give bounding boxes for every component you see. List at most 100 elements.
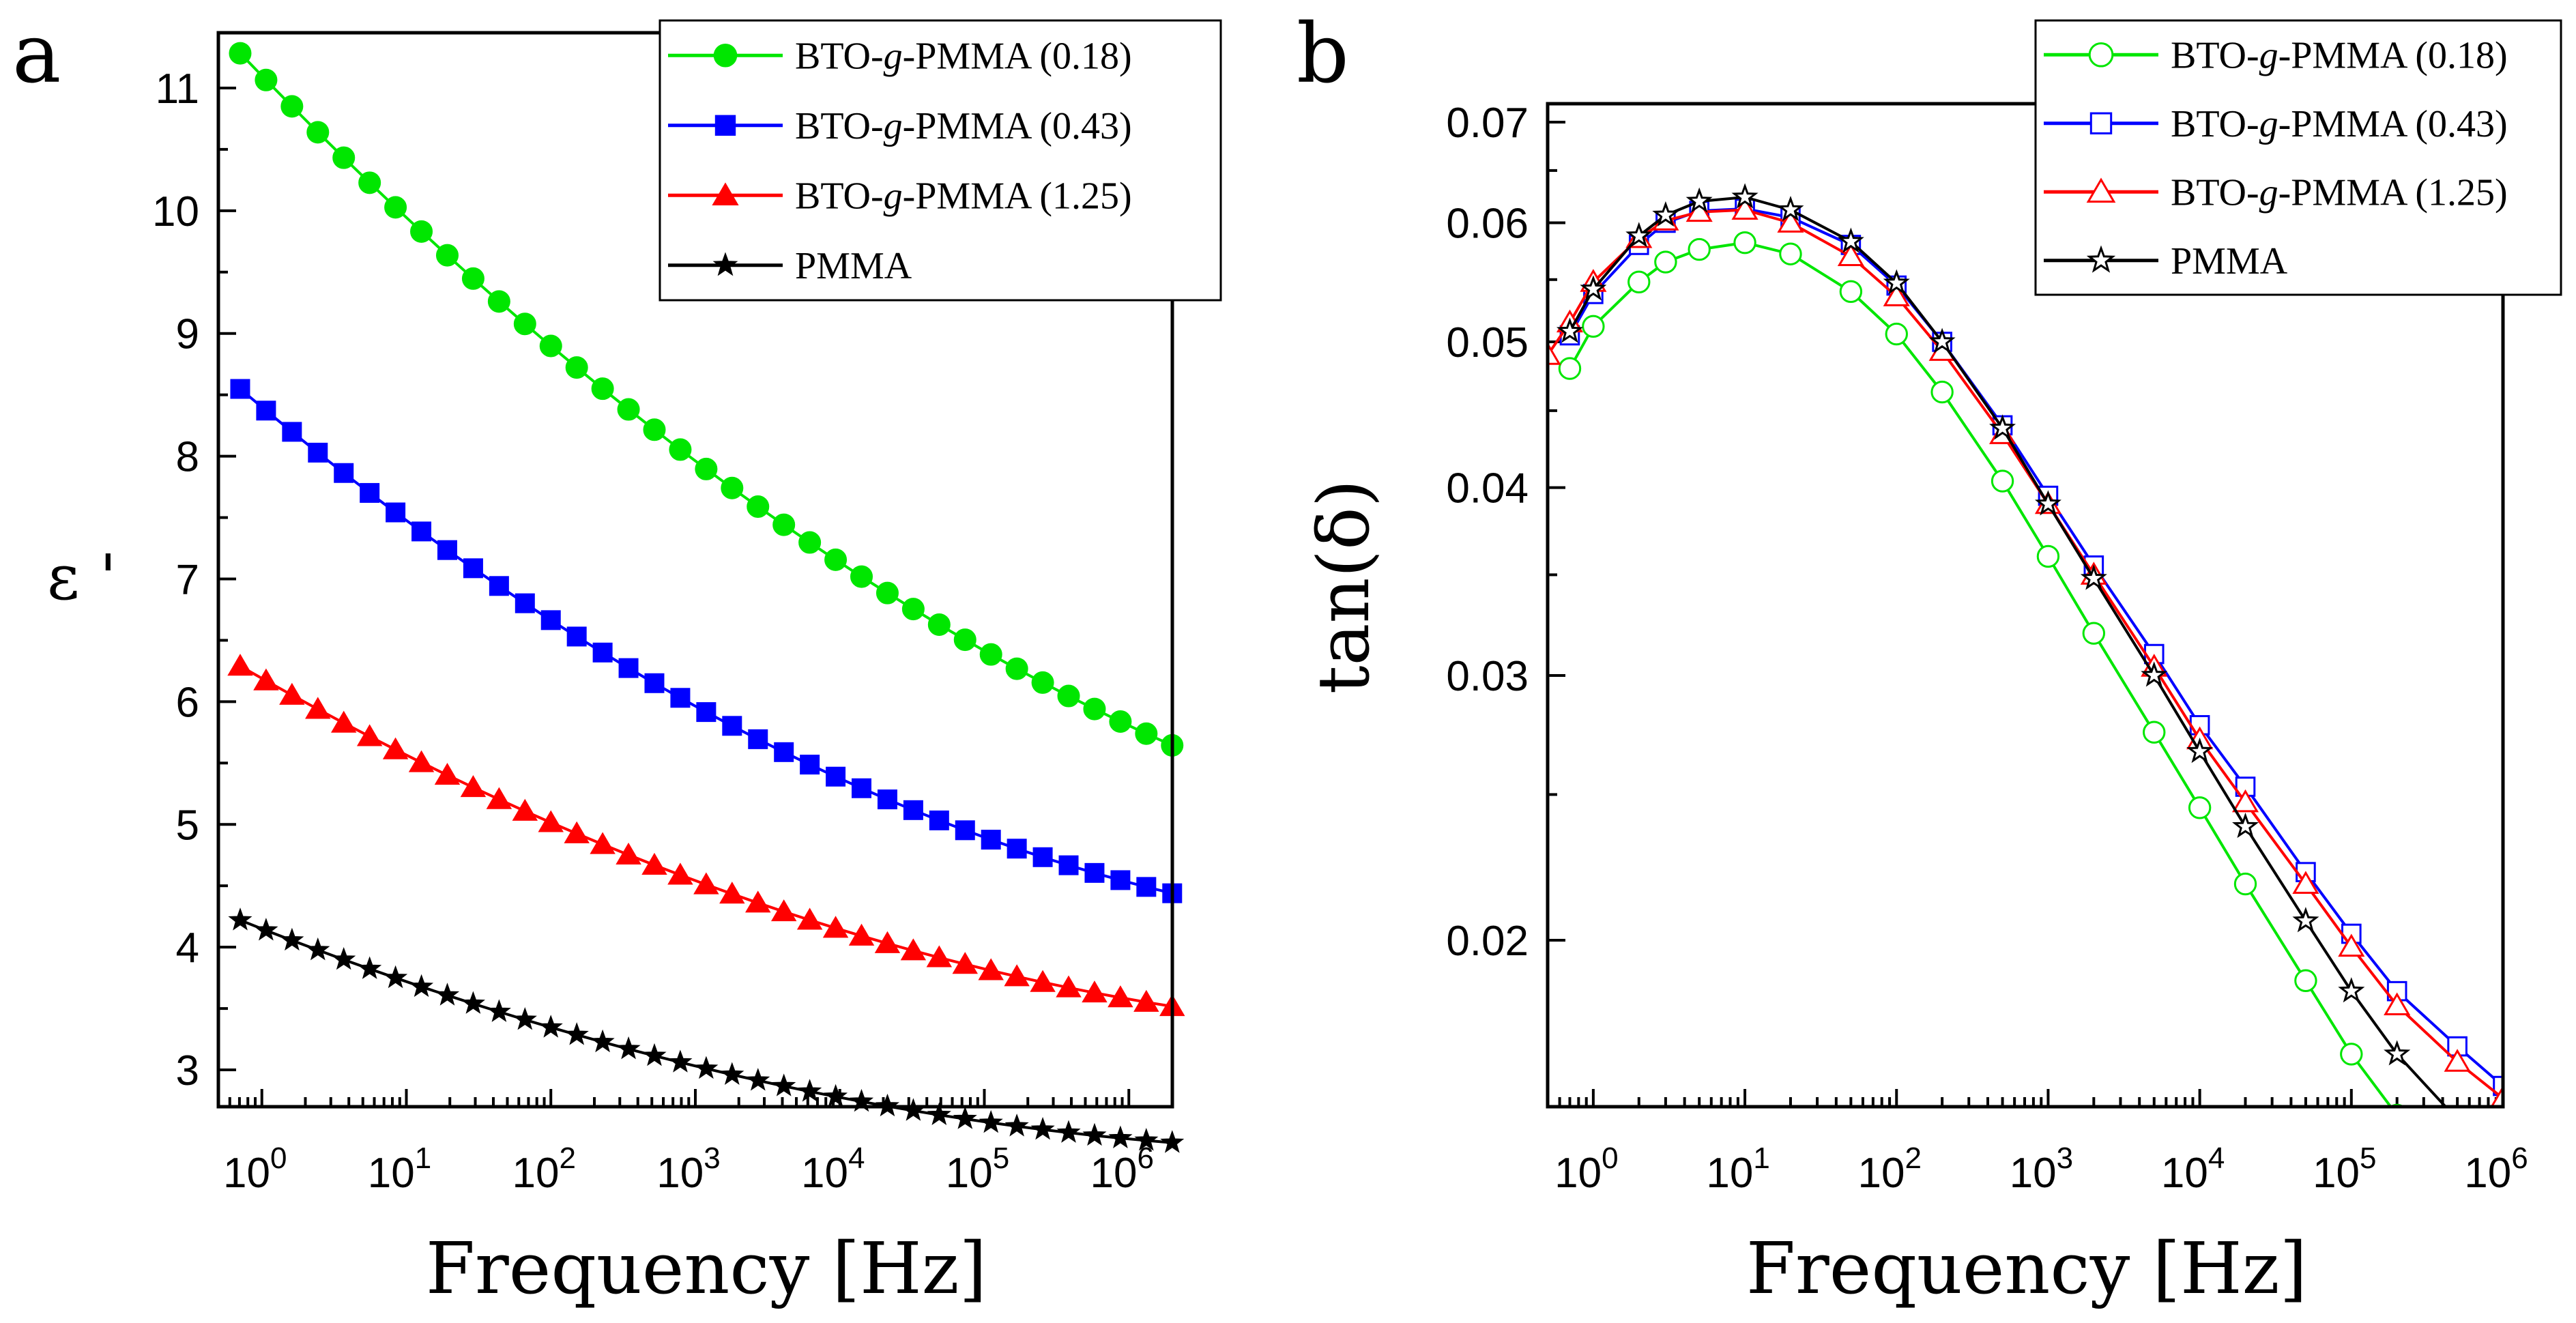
panel-b-data-point xyxy=(2231,789,2259,813)
panel-a-data-point xyxy=(461,267,484,290)
panel-b-x-tick-base: 10 xyxy=(1706,1150,1753,1197)
panel-a-data-point xyxy=(1056,975,1082,998)
panel-a-data-point xyxy=(822,916,849,938)
panel-a-data-point xyxy=(227,654,253,676)
panel-a-legend-label: PMMA xyxy=(795,245,912,287)
panel-b-data-point xyxy=(2292,871,2319,894)
panel-a-data-point xyxy=(1084,862,1105,883)
panel-a-data-point xyxy=(539,334,562,358)
panel-a-data-point xyxy=(230,379,250,399)
panel-a-legend-label-part: PMMA xyxy=(795,245,912,287)
panel-b-legend-label: BTO-g-PMMA (0.18) xyxy=(2171,34,2508,76)
panel-a-data-point xyxy=(1134,1128,1159,1151)
panel-b-x-tick-exponent: 4 xyxy=(2208,1142,2225,1175)
panel-a-data-point xyxy=(487,290,510,313)
panel-a-data-point xyxy=(642,1043,667,1066)
panel-a-x-tick-exponent: 3 xyxy=(704,1142,720,1175)
panel-b-x-tick-base: 10 xyxy=(2161,1150,2208,1197)
panel-a-data-point xyxy=(900,938,927,961)
panel-a-data-point xyxy=(772,1073,796,1096)
panel-a-data-point xyxy=(383,965,408,989)
panel-a-data-point xyxy=(1108,985,1133,1008)
panel-a-x-tick-label: 104 xyxy=(801,1142,865,1197)
panel-b-data-point xyxy=(2384,1040,2411,1066)
panel-a-x-tick-exponent: 0 xyxy=(270,1142,287,1175)
panel-a-data-point xyxy=(953,628,976,652)
panel-a-legend: BTO-g-PMMA (0.18)BTO-g-PMMA (0.43)BTO-g-… xyxy=(659,19,1222,302)
panel-b-data-point xyxy=(1885,322,1908,346)
panel-a-data-point xyxy=(435,983,460,1006)
panel-a-data-point xyxy=(852,778,872,798)
panel-b-x-tick-base: 10 xyxy=(2464,1150,2511,1197)
panel-a-legend-marker xyxy=(713,43,738,68)
panel-a-y-tick-label: 9 xyxy=(176,311,199,358)
panel-a-data-point xyxy=(1004,1114,1029,1137)
panel-a-data-point xyxy=(411,521,432,542)
panel-a-data-point xyxy=(1082,1122,1107,1146)
panel-b-chart: b tan(δ) Frequency [Hz] 100 101 102 103 104 1… xyxy=(1297,7,2562,1310)
panel-a-series-star xyxy=(228,907,1185,1153)
panel-b-x-tick-label: 104 xyxy=(2161,1142,2225,1197)
panel-b-legend-label-part: BTO- xyxy=(2171,103,2259,145)
panel-a-data-point xyxy=(1007,839,1027,859)
panel-a-series-circle xyxy=(229,42,1184,757)
panel-a-y-tick-label: 8 xyxy=(176,434,199,481)
panel-a-data-point xyxy=(1136,877,1157,897)
panel-a-data-point xyxy=(408,750,435,772)
panel-b-legend-marker xyxy=(2088,42,2114,68)
panel-b-data-point xyxy=(2490,1085,2503,1107)
panel-a-data-point xyxy=(332,946,356,970)
panel-a-data-point xyxy=(280,95,304,118)
panel-b-data-point xyxy=(1627,270,1651,293)
panel-a-data-point xyxy=(745,890,771,913)
panel-b-y-tick-label: 0.03 xyxy=(1446,653,1529,700)
panel-b-series-circle xyxy=(1558,231,2405,1107)
panel-a-data-point xyxy=(279,682,305,705)
panel-a-data-point xyxy=(1030,970,1056,992)
panel-a-data-point xyxy=(772,513,796,536)
panel-a-data-point xyxy=(798,1079,822,1102)
panel-a-data-point xyxy=(644,673,665,693)
panel-a-data-point xyxy=(1110,870,1131,890)
panel-b-data-point xyxy=(1928,328,1956,353)
panel-a-data-point xyxy=(306,937,330,961)
panel-b-legend-label-italic: g xyxy=(2259,171,2278,214)
panel-b-data-point xyxy=(2338,933,2365,957)
panel-a-data-point xyxy=(1083,697,1106,721)
panel-b-data-point xyxy=(1733,231,1756,255)
panel-a-y-tick-label: 6 xyxy=(176,679,199,726)
panel-a-x-tick-base: 10 xyxy=(946,1150,993,1197)
panel-b-legend-label-part: BTO- xyxy=(2171,171,2259,214)
panel-a-data-point xyxy=(1031,671,1054,694)
panel-a-x-tick-exponent: 5 xyxy=(993,1142,1009,1175)
panel-b-data-point xyxy=(1777,209,1804,233)
panel-a-y-axis-title: ε ' xyxy=(47,541,117,614)
panel-a-legend-label-part: BTO- xyxy=(795,175,884,217)
panel-a-x-tick-label: 101 xyxy=(368,1142,431,1197)
panel-a-data-point xyxy=(721,476,744,499)
panel-a-data-point xyxy=(382,737,409,759)
panel-a-data-point xyxy=(770,899,797,922)
panel-b-legend-label: BTO-g-PMMA (1.25) xyxy=(2171,171,2508,214)
panel-b-data-point xyxy=(2036,544,2060,568)
panel-a-data-point xyxy=(253,668,279,690)
panel-a-data-point xyxy=(616,842,641,865)
panel-a-data-point xyxy=(874,931,901,953)
panel-a-data-point xyxy=(487,999,511,1022)
panel-a-data-point xyxy=(280,927,304,951)
panel-b-data-point xyxy=(2143,721,2166,744)
panel-b-data-point xyxy=(1777,196,1804,222)
panel-a-data-point xyxy=(719,882,745,904)
panel-b-letter: b xyxy=(1297,7,1349,102)
panel-b-data-point xyxy=(1688,237,1711,261)
panel-b-legend-marker xyxy=(2089,112,2113,134)
panel-b-legend-label-part: -PMMA (0.43) xyxy=(2278,103,2508,145)
panel-b-legend-label-part: -PMMA (1.25) xyxy=(2278,171,2508,214)
panel-a-data-point xyxy=(460,775,487,798)
panel-b-x-axis-title: Frequency [Hz] xyxy=(1746,1227,2307,1310)
panel-a-data-point xyxy=(953,1106,977,1129)
panel-a-data-point xyxy=(669,438,692,461)
panel-a-data-point xyxy=(384,196,407,219)
panel-a-data-point xyxy=(798,531,822,554)
panel-a-data-point xyxy=(437,540,457,560)
